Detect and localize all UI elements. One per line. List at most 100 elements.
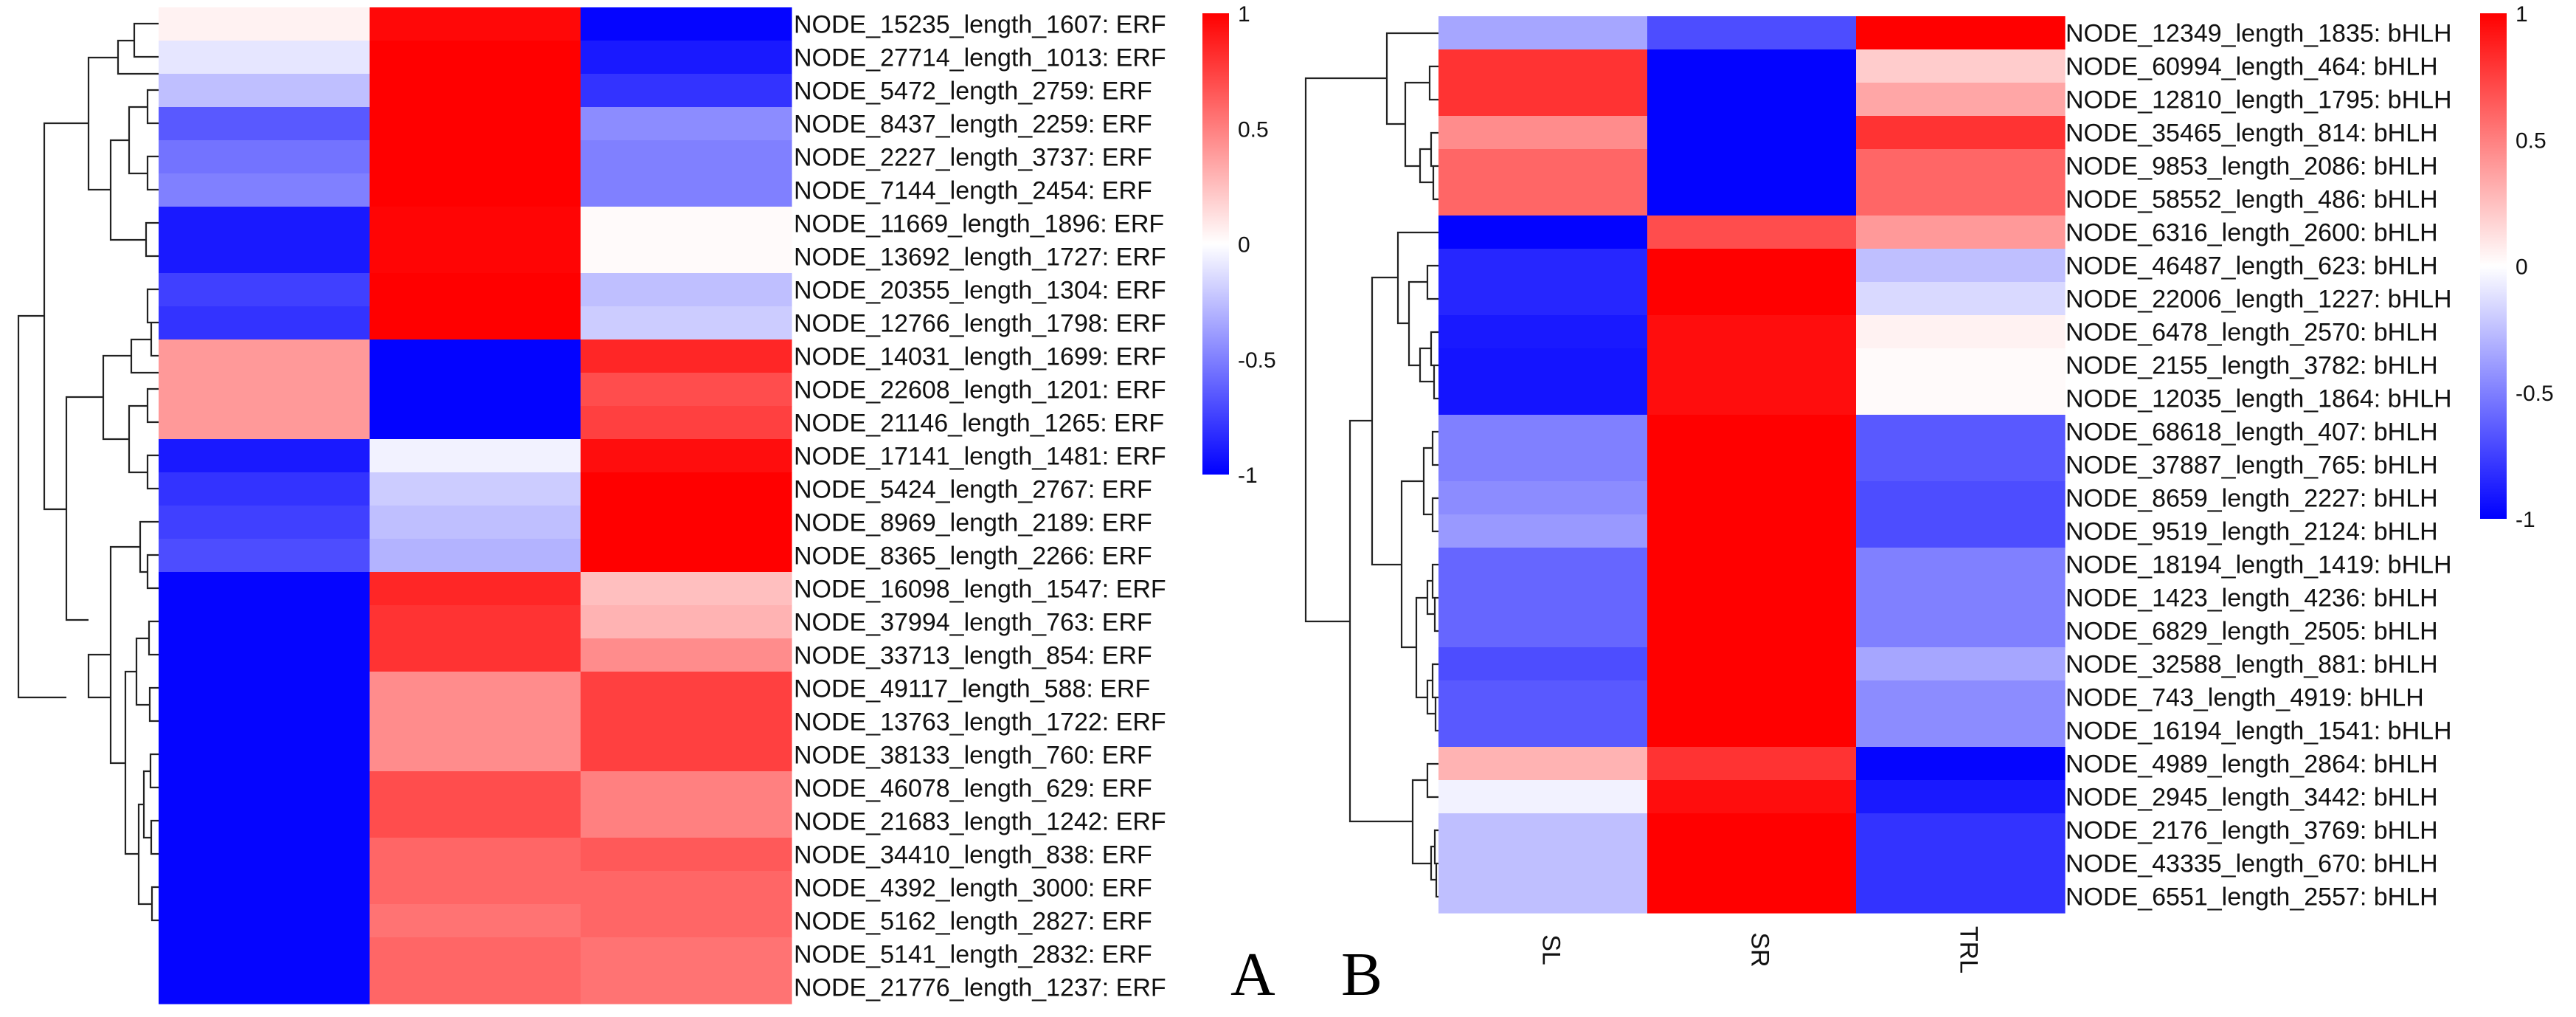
panel-label-a: A [1230,940,1275,1009]
heatmap-cell [581,738,792,772]
heatmap-cell [581,472,792,506]
column-labels-b: SL SR TRL [1537,926,1983,973]
heatmap-cell [1647,847,1857,880]
heatmap-cell [1438,747,1648,781]
heatmap-cell [159,506,370,539]
heatmap-cell [1856,813,2066,847]
row-label: NODE_12349_length_1835: bHLH [2066,20,2452,48]
heatmap-cell [159,373,370,407]
heatmap-cell [370,140,581,174]
heatmap-cell [159,738,370,772]
heatmap-cell [370,771,581,805]
row-label: NODE_5162_length_2827: ERF [794,908,1152,936]
heatmap-cell [159,273,370,307]
heatmap-cell [370,738,581,772]
heatmap-cell [1647,49,1857,83]
heatmap-cell [1438,880,1648,914]
heatmap-cell [1856,481,2066,515]
heatmap-cell [1856,348,2066,382]
heatmap-cell [1438,49,1648,83]
heatmap-cell [1856,182,2066,216]
row-label: NODE_60994_length_464: bHLH [2066,53,2438,81]
heatmap-cell [1647,880,1857,914]
row-label: NODE_43335_length_670: bHLH [2066,850,2438,878]
colorbar-tick-label: 1 [1238,2,1250,27]
heatmap-cell [581,273,792,307]
heatmap-cell [370,240,581,274]
row-label: NODE_6829_length_2505: bHLH [2066,618,2438,646]
heatmap-cell [581,605,792,639]
row-label: NODE_13692_length_1727: ERF [794,244,1166,272]
heatmap-cell [1856,382,2066,416]
heatmap-cell [1647,216,1857,249]
heatmap-cell [1856,16,2066,50]
row-label: NODE_11669_length_1896: ERF [794,210,1164,238]
row-label: NODE_34410_length_838: ERF [794,841,1152,869]
heatmap-cell [1438,548,1648,582]
heatmap-cell [581,107,792,141]
heatmap-cell [1438,481,1648,515]
heatmap-cell [1647,182,1857,216]
row-label: NODE_8969_length_2189: ERF [794,509,1152,537]
row-label: NODE_8659_length_2227: bHLH [2066,485,2438,513]
heatmap-cell [1438,448,1648,482]
colorbar-gradient [1202,13,1229,475]
heatmap-cell [159,41,370,75]
row-label: NODE_21683_length_1242: ERF [794,808,1166,836]
heatmap-cell [1438,149,1648,183]
row-label: NODE_5141_length_2832: ERF [794,941,1152,969]
heatmap-cell [159,871,370,905]
heatmap-cell [581,871,792,905]
heatmap-cell [370,7,581,41]
heatmap-cell [1856,49,2066,83]
heatmap-cell [1647,747,1857,781]
heatmap-cell [1856,249,2066,283]
row-label: NODE_2176_length_3769: bHLH [2066,817,2438,845]
heatmap-cell [1856,282,2066,316]
heatmap-cell [1856,880,2066,914]
heatmap-cell [1647,149,1857,183]
heatmap-cell [581,804,792,838]
heatmap-cell [581,140,792,174]
heatmap-cell [370,472,581,506]
row-label: NODE_21776_length_1237: ERF [794,974,1166,1002]
heatmap-cell [581,937,792,971]
heatmap-cell [1647,680,1857,714]
heatmap-cell [581,638,792,672]
heatmap-cell [1856,680,2066,714]
row-label: NODE_37887_length_765: bHLH [2066,452,2438,480]
row-label: NODE_22006_length_1227: bHLH [2066,286,2452,314]
heatmap-cell [370,672,581,706]
heatmap-cell [159,904,370,938]
heatmap-cell [1647,282,1857,316]
heatmap-cell [370,971,581,1004]
heatmap-cell [1856,149,2066,183]
panel-label-b: B [1341,940,1382,1009]
heatmap-cell [1438,16,1648,50]
heatmap-cell [1647,16,1857,50]
heatmap-cell [1856,747,2066,781]
heatmap-cell [1438,83,1648,117]
heatmap-cell [370,838,581,872]
heatmap-cell [159,539,370,573]
colorbar-tick-label: -1 [2516,508,2535,532]
heatmap-cell [581,572,792,606]
heatmap-cell [370,871,581,905]
heatmap-cell [581,904,792,938]
row-label: NODE_4989_length_2864: bHLH [2066,751,2438,779]
heatmap-cell [1438,847,1648,880]
row-label: NODE_12766_length_1798: ERF [794,310,1166,338]
column-label: TRL [1955,926,1983,973]
row-label: NODE_18194_length_1419: bHLH [2066,551,2452,579]
heatmap-cell [1647,481,1857,515]
heatmap-cell [1647,116,1857,150]
heatmap-cell [1438,647,1648,681]
heatmap-cell [581,41,792,75]
heatmap-cell [1647,448,1857,482]
heatmap-cell [159,638,370,672]
heatmap-cell [1647,415,1857,449]
heatmap-cell [370,539,581,573]
row-label: NODE_14031_length_1699: ERF [794,343,1166,371]
row-label: NODE_15235_length_1607: ERF [794,11,1166,39]
